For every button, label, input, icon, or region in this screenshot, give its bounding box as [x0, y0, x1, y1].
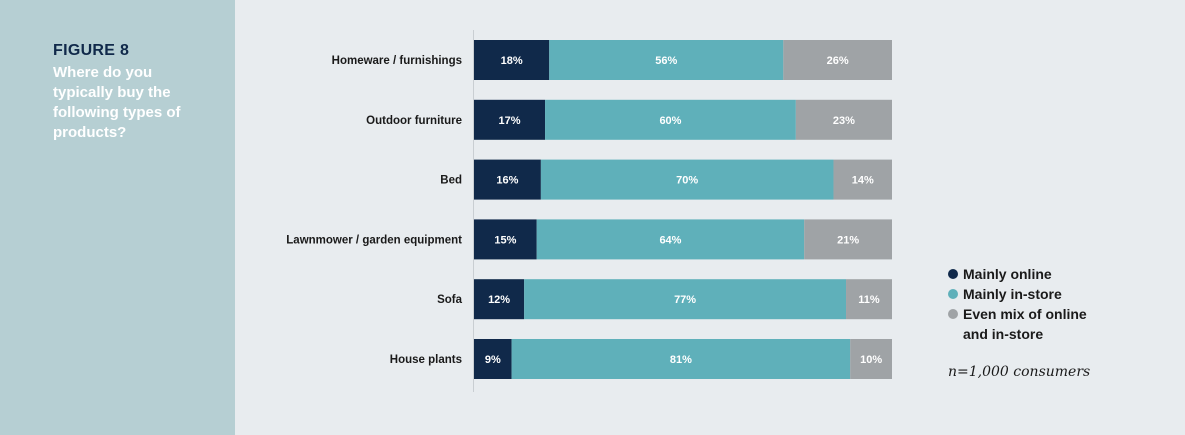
data-label-house-plants-mainly-online: 9%: [485, 354, 501, 366]
category-label-homeware-furnishings: Homeware / furnishings: [332, 55, 462, 67]
legend-label-even-mix: Even mix of online and in-store: [963, 306, 1087, 342]
figure-side-panel: [0, 0, 235, 435]
bar-bed-mainly-online: [474, 159, 541, 200]
bar-outdoor-furniture-mainly-in-store: [545, 99, 796, 140]
bar-outdoor-furniture-mainly-online: [474, 99, 546, 140]
bar-house-plants-mainly-online: [474, 339, 512, 379]
legend-item-even-mix: Even mix of online and in-store: [948, 304, 1113, 344]
bar-lawnmower-garden-equipment-even-mix-of-online-and-in-store: [804, 219, 892, 260]
data-label-lawnmower-garden-equipment-even-mix-of-online-and-in-store: 21%: [837, 234, 859, 246]
data-label-homeware-furnishings-even-mix-of-online-and-in-store: 26%: [827, 55, 849, 67]
data-label-sofa-mainly-in-store: 77%: [674, 294, 696, 306]
data-label-outdoor-furniture-mainly-in-store: 60%: [659, 115, 681, 127]
figure-title: Where do you typically buy the following…: [53, 64, 181, 141]
data-label-bed-even-mix-of-online-and-in-store: 14%: [852, 175, 874, 187]
data-label-bed-mainly-online: 16%: [496, 175, 518, 187]
bar-homeware-furnishings-even-mix-of-online-and-in-store: [783, 40, 892, 80]
bar-house-plants-mainly-in-store: [511, 339, 851, 379]
data-label-house-plants-even-mix-of-online-and-in-store: 10%: [860, 354, 882, 366]
legend-swatch-mainly-instore: [948, 289, 958, 299]
bar-house-plants-even-mix-of-online-and-in-store: [850, 339, 892, 379]
data-label-bed-mainly-in-store: 70%: [676, 175, 698, 187]
bar-bed-mainly-in-store: [540, 159, 834, 200]
category-label-house-plants: House plants: [390, 354, 462, 366]
category-label-bed: Bed: [440, 175, 462, 187]
bar-sofa-mainly-online: [474, 279, 525, 320]
category-label-outdoor-furniture: Outdoor furniture: [366, 115, 462, 127]
bar-outdoor-furniture-even-mix-of-online-and-in-store: [795, 99, 892, 140]
figure-label: FIGURE 8: [53, 42, 130, 59]
data-label-sofa-mainly-online: 12%: [488, 294, 510, 306]
data-label-lawnmower-garden-equipment-mainly-online: 15%: [494, 234, 516, 246]
bar-sofa-even-mix-of-online-and-in-store: [846, 279, 892, 320]
data-label-homeware-furnishings-mainly-online: 18%: [501, 55, 523, 67]
data-label-sofa-even-mix-of-online-and-in-store: 11%: [858, 294, 880, 306]
chart-legend: Mainly online Mainly in-store Even mix o…: [948, 264, 1113, 344]
data-label-homeware-furnishings-mainly-in-store: 56%: [655, 55, 677, 67]
legend-label-mainly-online: Mainly online: [963, 266, 1052, 282]
legend-item-mainly-online: Mainly online: [948, 264, 1113, 284]
legend-swatch-mainly-online: [948, 269, 958, 279]
data-label-outdoor-furniture-mainly-online: 17%: [499, 115, 521, 127]
bar-bed-even-mix-of-online-and-in-store: [833, 159, 892, 200]
bar-lawnmower-garden-equipment-mainly-online: [474, 219, 537, 260]
bar-homeware-furnishings-mainly-in-store: [549, 40, 784, 80]
bar-sofa-mainly-in-store: [524, 279, 847, 320]
category-label-lawnmower-garden-equipment: Lawnmower / garden equipment: [286, 234, 462, 246]
data-label-house-plants-mainly-in-store: 81%: [670, 354, 692, 366]
bar-lawnmower-garden-equipment-mainly-in-store: [536, 219, 805, 260]
legend-label-mainly-instore: Mainly in-store: [963, 286, 1062, 302]
data-label-lawnmower-garden-equipment-mainly-in-store: 64%: [659, 234, 681, 246]
data-label-outdoor-furniture-even-mix-of-online-and-in-store: 23%: [833, 115, 855, 127]
bar-homeware-furnishings-mainly-online: [474, 40, 550, 80]
legend-item-mainly-instore: Mainly in-store: [948, 284, 1113, 304]
sample-size-note: n=1,000 consumers: [948, 364, 1091, 380]
legend-swatch-even-mix: [948, 309, 958, 319]
category-label-sofa: Sofa: [437, 294, 463, 306]
